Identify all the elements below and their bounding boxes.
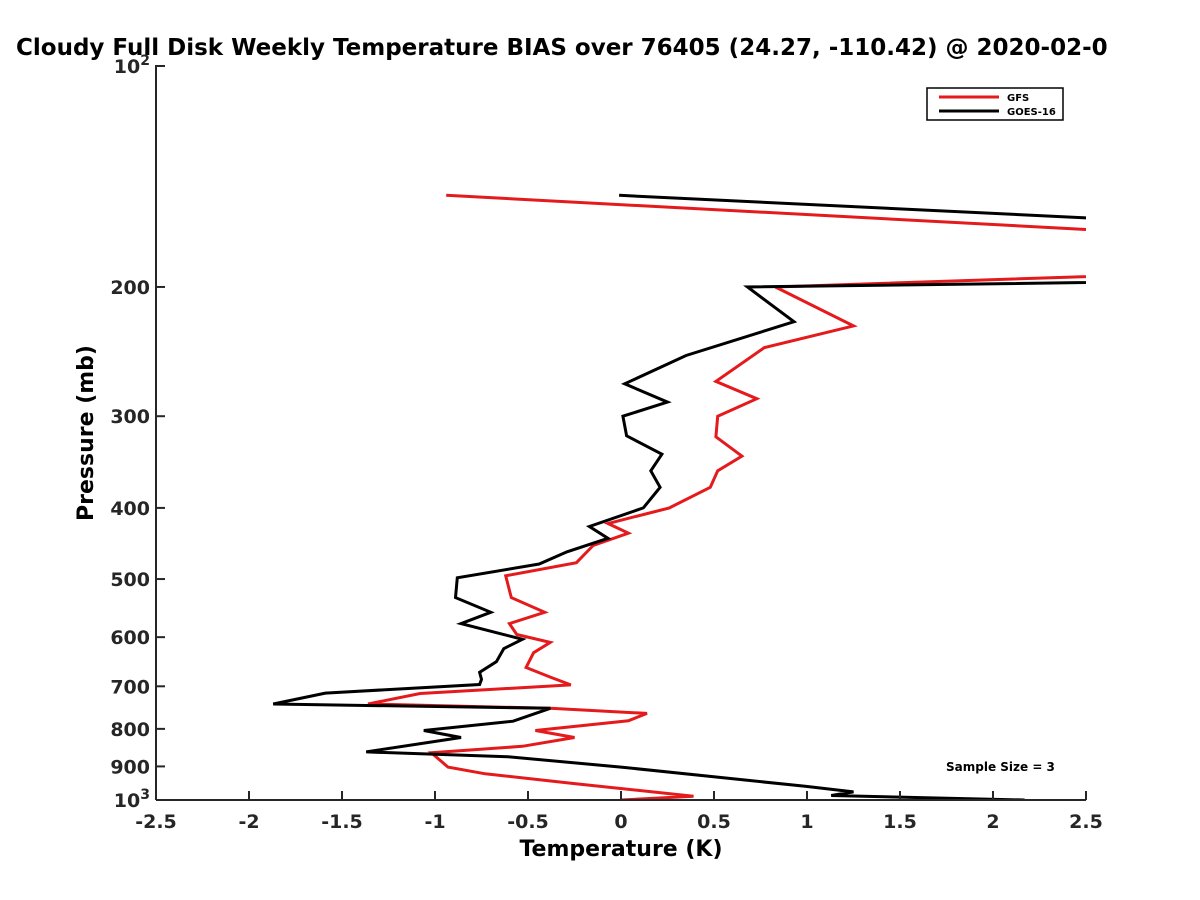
series-line-gfs [367, 193, 1086, 800]
chart-title: Cloudy Full Disk Weekly Temperature BIAS… [16, 35, 1108, 61]
y-tick-label: 900 [110, 756, 150, 778]
x-tick-label: 2.5 [1069, 811, 1103, 833]
x-tick-label: 0.5 [697, 811, 731, 833]
x-tick-label: -2.5 [135, 811, 177, 833]
x-tick-label: -1 [424, 811, 445, 833]
sample-size-annotation: Sample Size = 3 [946, 760, 1055, 774]
y-tick-label: 200 [110, 277, 150, 299]
x-tick-label: 0 [614, 811, 627, 833]
axis-layer: -2.5 -2 -1.5 -1 -0.5 0 0.5 1 1.5 2 2.5 102 200 300 400… [110, 53, 1103, 833]
y-tick-label: 103 [114, 787, 150, 812]
legend-box [926, 87, 1064, 121]
y-axis-label: Pressure (mb) [74, 345, 99, 521]
x-tick-label: -0.5 [507, 811, 549, 833]
y-tick-label: 500 [110, 569, 150, 591]
legend-label-gfs: GFS [1007, 93, 1029, 104]
x-tick-label: 1.5 [883, 811, 917, 833]
series-line-goes-16 [272, 193, 1086, 800]
y-tick-label: 600 [110, 627, 150, 649]
legend-label-goes-16: GOES-16 [1007, 107, 1056, 118]
x-tick-label: -1.5 [321, 811, 363, 833]
series-layer [272, 193, 1086, 800]
y-tick-label: 800 [110, 719, 150, 741]
y-tick-label: 102 [114, 53, 150, 78]
x-tick-label: 2 [986, 811, 999, 833]
y-tick-label: 700 [110, 676, 150, 698]
y-tick-label: 400 [110, 498, 150, 520]
x-axis-label: Temperature (K) [519, 837, 722, 862]
y-tick-label: 300 [110, 406, 150, 428]
x-tick-label: -2 [238, 811, 259, 833]
x-tick-label: 1 [800, 811, 813, 833]
legend: GFS GOES-16 [926, 87, 1064, 121]
